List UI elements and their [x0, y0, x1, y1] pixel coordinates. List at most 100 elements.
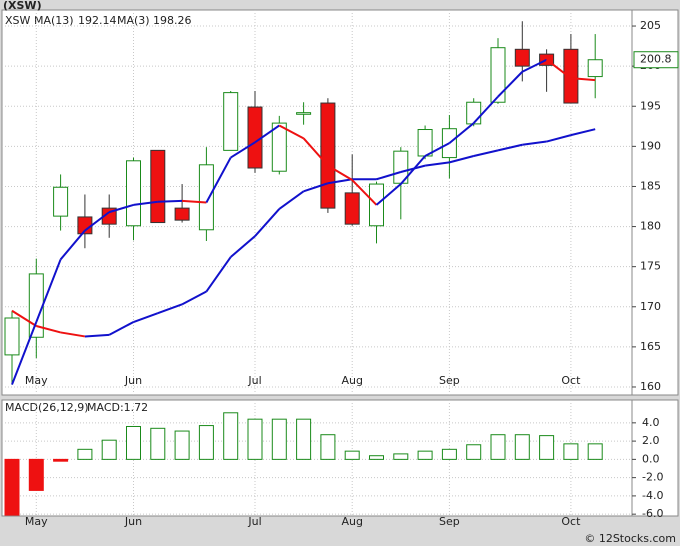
x-tick-label: May [25, 515, 48, 528]
y-tick-label: 190 [640, 139, 661, 152]
candle-body [247, 106, 263, 169]
candle-body [514, 48, 530, 67]
ma-segment [254, 124, 280, 144]
ma-segment [205, 256, 232, 293]
ma-segment [424, 142, 450, 157]
candle-body [198, 164, 214, 231]
y-tick-label: 185 [640, 179, 661, 192]
legend-ma13: MA(13) [34, 14, 74, 27]
macd-bar [466, 444, 482, 460]
macd-bar [514, 434, 530, 460]
macd-panel [1, 399, 633, 517]
x-tick-label: Jun [124, 374, 142, 387]
macd-bar [393, 453, 409, 460]
ma-segment [108, 321, 134, 336]
ma-segment [327, 178, 353, 185]
y-tick-label: -4.0 [642, 489, 663, 502]
ma-segment [521, 58, 548, 73]
y-tick-label: 170 [640, 300, 661, 313]
macd-bar [417, 450, 433, 460]
ma-segment [133, 312, 159, 323]
x-tick-label: Jun [124, 515, 142, 528]
ma-segment [59, 229, 86, 261]
candle-body [466, 101, 482, 125]
candle-body [296, 112, 312, 115]
ma-segment [11, 321, 38, 385]
ma-segment [182, 199, 207, 204]
ma-segment [303, 182, 329, 193]
candle-body [223, 92, 239, 151]
ma-segment [327, 164, 353, 181]
ma-segment [35, 259, 62, 323]
y-tick-label: -6.0 [642, 507, 663, 520]
footer: © 12Stocks.com [584, 532, 676, 545]
candle-body [320, 102, 336, 209]
macd-bar [296, 418, 312, 460]
macd-bar [369, 455, 384, 460]
candle-body [174, 207, 190, 221]
candle-body [150, 149, 166, 224]
ma-segment [108, 203, 134, 214]
price-axis-panel [631, 9, 679, 396]
macd-bar [28, 458, 44, 491]
ma-segment [546, 134, 572, 143]
candle-body [539, 53, 555, 66]
macd-bar [320, 434, 336, 460]
legend-ma13-value: 192.14 [78, 14, 117, 27]
candle-body [490, 47, 506, 103]
macd-bar [77, 448, 93, 460]
y-tick-label: 195 [640, 99, 661, 112]
x-tick-label: Sep [439, 374, 460, 387]
ma-segment [205, 157, 232, 203]
y-tick-label: 2.0 [642, 434, 660, 447]
ma-segment [60, 331, 86, 338]
y-tick-label: 4.0 [642, 416, 660, 429]
ma-segment [278, 124, 305, 140]
ma-segment [351, 179, 378, 206]
ma-segment [84, 211, 110, 232]
ma-segment [570, 128, 596, 137]
ma-segment [278, 190, 305, 210]
x-tick-label: Oct [561, 515, 581, 528]
candle-body [4, 317, 20, 356]
macd-bar [198, 425, 214, 460]
macd-bar [563, 443, 579, 460]
candle-body [563, 48, 579, 104]
legend-ma3-value: 198.26 [153, 14, 192, 27]
macd-bar [4, 458, 20, 516]
ma-segment [11, 309, 37, 327]
macd-bar [150, 427, 166, 460]
x-tick-label: Aug [341, 515, 362, 528]
macd-bar [490, 434, 506, 460]
last-price-label: 200.8 [640, 53, 672, 66]
ma-segment [448, 122, 475, 144]
ma-segment [181, 290, 207, 306]
macd-bar [587, 443, 603, 460]
x-tick-label: Sep [439, 515, 460, 528]
ma-segment [570, 77, 596, 82]
y-tick-label: 175 [640, 260, 661, 273]
legend-ticker: XSW [5, 14, 31, 27]
macd-bar [441, 448, 457, 460]
ma-segment [84, 333, 110, 338]
x-tick-label: Jul [247, 374, 261, 387]
ma-segment [473, 149, 499, 157]
x-tick-label: Oct [561, 374, 581, 387]
macd-bar [539, 435, 555, 460]
macd-bar [174, 430, 190, 460]
candle-body [587, 59, 603, 78]
ma-segment [254, 208, 281, 237]
macd-bar [126, 425, 141, 460]
chart-title: (XSW) [3, 0, 42, 12]
ma-segment [375, 183, 402, 206]
ma-segment [157, 303, 183, 315]
ma-segment [302, 137, 329, 167]
macd-bar [223, 412, 239, 460]
x-tick-label: May [25, 374, 48, 387]
y-tick-label: 160 [640, 380, 661, 393]
ma-segment [497, 71, 524, 98]
y-tick-label: 205 [640, 19, 661, 32]
ma-segment [230, 235, 256, 258]
macd-bar [271, 418, 287, 460]
